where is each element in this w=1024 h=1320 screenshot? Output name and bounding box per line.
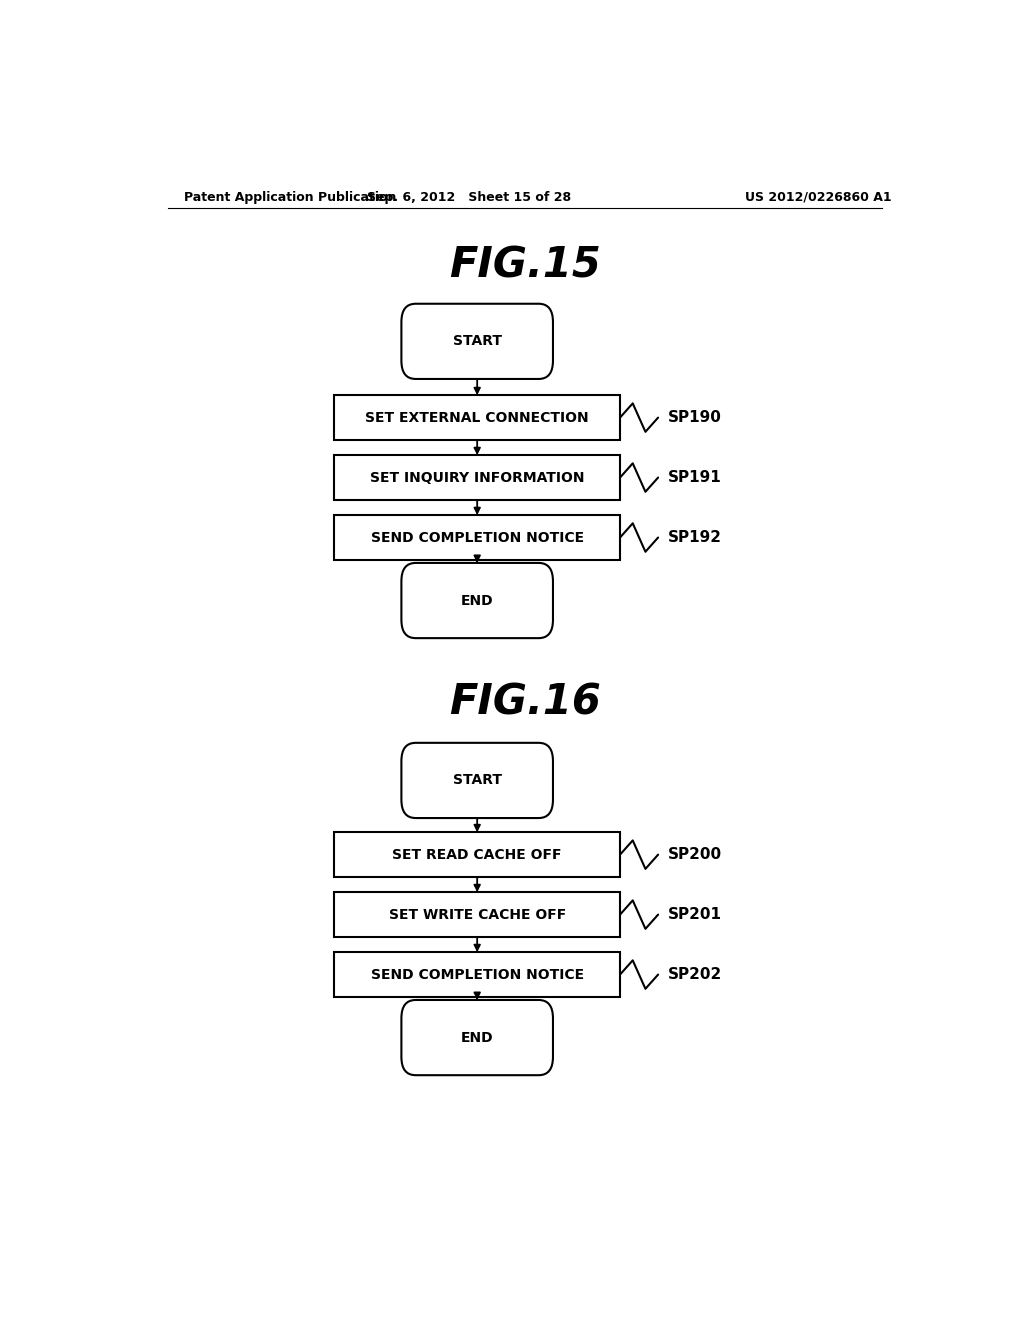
Bar <box>334 455 620 500</box>
FancyBboxPatch shape <box>401 743 553 818</box>
Bar <box>334 952 620 997</box>
Bar <box>334 515 620 560</box>
Text: Sep. 6, 2012   Sheet 15 of 28: Sep. 6, 2012 Sheet 15 of 28 <box>368 190 571 203</box>
Text: SP191: SP191 <box>668 470 721 484</box>
Text: US 2012/0226860 A1: US 2012/0226860 A1 <box>745 190 892 203</box>
Text: Patent Application Publication: Patent Application Publication <box>183 190 396 203</box>
Text: SP200: SP200 <box>668 847 722 862</box>
Bar <box>334 833 620 876</box>
Text: SEND COMPLETION NOTICE: SEND COMPLETION NOTICE <box>371 968 584 982</box>
FancyBboxPatch shape <box>401 304 553 379</box>
Text: SP201: SP201 <box>668 907 722 923</box>
Text: FIG.16: FIG.16 <box>449 681 601 723</box>
Text: END: END <box>461 594 494 607</box>
Text: SET INQUIRY INFORMATION: SET INQUIRY INFORMATION <box>370 470 585 484</box>
Text: SET READ CACHE OFF: SET READ CACHE OFF <box>392 847 562 862</box>
Text: START: START <box>453 334 502 348</box>
Text: SET WRITE CACHE OFF: SET WRITE CACHE OFF <box>388 908 566 921</box>
Text: SP192: SP192 <box>668 531 722 545</box>
Text: SP202: SP202 <box>668 968 722 982</box>
FancyBboxPatch shape <box>401 1001 553 1076</box>
Bar <box>334 892 620 937</box>
Text: SET EXTERNAL CONNECTION: SET EXTERNAL CONNECTION <box>366 411 589 425</box>
Text: SEND COMPLETION NOTICE: SEND COMPLETION NOTICE <box>371 531 584 545</box>
Text: END: END <box>461 1031 494 1044</box>
Text: SP190: SP190 <box>668 411 722 425</box>
FancyBboxPatch shape <box>401 562 553 638</box>
Text: START: START <box>453 774 502 788</box>
Text: FIG.15: FIG.15 <box>449 244 601 286</box>
Bar <box>334 395 620 440</box>
